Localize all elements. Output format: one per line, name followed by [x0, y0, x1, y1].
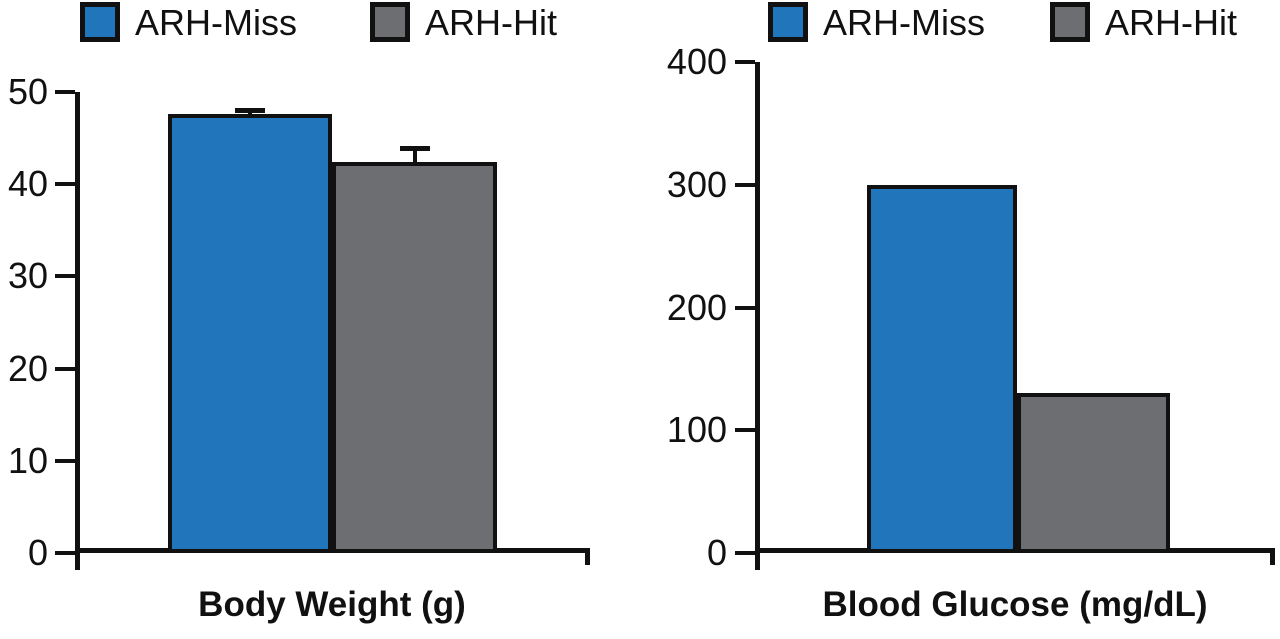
y-axis — [755, 62, 760, 570]
y-tick-label: 50 — [7, 71, 48, 112]
chart-title-body-weight: Body Weight (g) — [198, 585, 466, 624]
y-tick-label: 10 — [7, 439, 48, 481]
legend-label-arh-hit: ARH-Hit — [425, 2, 557, 43]
legend-swatch-arh-miss — [80, 2, 120, 42]
y-tick — [735, 305, 755, 310]
y-tick-label: 200 — [666, 286, 727, 328]
y-tick-label: 100 — [666, 409, 727, 451]
bar-arh-hit — [332, 162, 497, 553]
y-tick-label: 300 — [666, 163, 727, 205]
y-tick-label: 20 — [7, 347, 48, 389]
legend-label-arh-hit: ARH-Hit — [1105, 2, 1237, 43]
legend-label-arh-miss: ARH-Miss — [135, 2, 297, 43]
legend-swatch-arh-hit — [370, 2, 410, 42]
y-tick — [735, 60, 755, 64]
y-tick — [55, 551, 75, 555]
legend-swatch-arh-miss — [768, 2, 808, 42]
x-axis-end-tick — [1270, 548, 1275, 565]
error-bar-cap — [399, 146, 430, 152]
y-tick — [735, 182, 755, 187]
y-tick-label: 400 — [666, 41, 727, 82]
y-tick-label: 0 — [27, 532, 48, 573]
bar-arh-miss — [867, 184, 1017, 553]
legend-swatch-arh-hit — [1050, 2, 1090, 42]
x-axis-end-tick — [585, 548, 590, 565]
y-tick-label: 0 — [706, 532, 727, 573]
y-tick — [55, 458, 75, 463]
error-bar-cap — [235, 108, 265, 114]
legend-label-arh-miss: ARH-Miss — [823, 2, 985, 43]
y-tick — [735, 551, 755, 555]
y-tick — [55, 366, 75, 371]
y-axis — [75, 92, 80, 570]
y-tick — [55, 182, 75, 187]
y-tick — [55, 274, 75, 279]
y-tick-label: 40 — [7, 163, 48, 205]
y-tick — [735, 428, 755, 433]
chart-title-blood-glucose: Blood Glucose (mg/dL) — [822, 585, 1208, 624]
error-bar-stem — [412, 148, 417, 163]
bar-arh-miss — [168, 114, 332, 553]
bar-arh-hit — [1017, 393, 1170, 553]
y-tick — [55, 90, 75, 94]
y-tick-label: 30 — [7, 255, 48, 297]
